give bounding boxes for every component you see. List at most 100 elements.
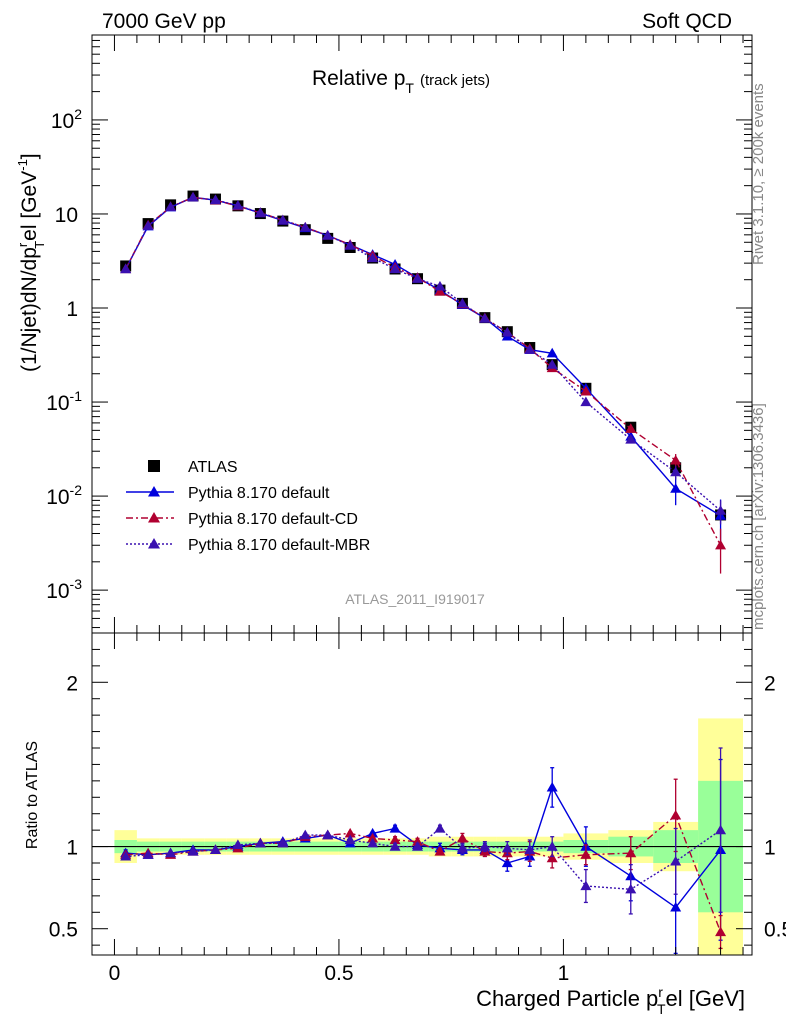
ratio-point-pythia_cd [625, 847, 637, 858]
ratio-point-pythia_mbr [670, 855, 682, 866]
ratio-y-tick-label: 2 [66, 672, 78, 695]
main-point-pythia_mbr [187, 191, 199, 202]
ratio-point-pythia_mbr [344, 834, 356, 845]
ratio-point-pythia_cd [456, 832, 468, 843]
legend-marker-atlas [148, 460, 160, 472]
main-y-axis-label: (1/Njet)dN/dpr Tel [GeV-1] [15, 153, 47, 372]
main-point-pythia_mbr [715, 505, 727, 515]
main-y-tick-exponent: 2 [74, 106, 82, 122]
ratio-point-pythia_mbr [187, 846, 199, 856]
main-point-pythia_mbr [412, 273, 424, 283]
ratio-panel-frame [91, 632, 753, 956]
ratio-point-pythia_cd [434, 846, 446, 856]
ratio-point-pythia_mbr [299, 829, 311, 840]
ratio-series-line-pythia_mbr [125, 827, 722, 891]
main-plot-area [120, 190, 727, 574]
main-point-pythia_mbr [479, 313, 491, 323]
main-y-tick-base: 10 [55, 204, 78, 227]
main-series-line-pythia_mbr [125, 196, 722, 512]
main-y-tick-base: 10 [51, 110, 74, 133]
ratio-point-pythia_mbr [625, 883, 637, 894]
ratio-series-line-pythia_cd [125, 814, 722, 933]
ratio-x-tick-label: 0.5 [324, 962, 353, 985]
ratio-y-tick-label: 1 [66, 837, 78, 860]
main-y-tick-exponent: -1 [70, 388, 83, 404]
ratio-point-pythia_cd [546, 852, 558, 863]
main-point-pythia_mbr [670, 466, 682, 477]
main-point-pythia_cd [434, 285, 446, 296]
ratio-point-pythia_mbr [277, 837, 289, 848]
ratio-y-tick-label-right: 1 [764, 837, 776, 860]
main-title: Relative pT (track jets) [312, 67, 490, 96]
ratio-y-tick-label: 0.5 [49, 919, 78, 942]
legend-marker-pythia_mbr [148, 538, 160, 549]
ratio-point-pythia_mbr [546, 841, 558, 851]
legend-label-pythia_mbr: Pythia 8.170 default-MBR [188, 537, 370, 554]
x-axis-label: Charged Particle pr Tel [GeV] [476, 984, 745, 1017]
ratio-point-pythia_cd [367, 832, 379, 843]
ratio-point-pythia_cd [715, 926, 727, 937]
ratio-point-pythia_mbr [367, 837, 379, 848]
main-point-pythia_mbr [456, 297, 468, 308]
main-point-pythia_cd [580, 385, 592, 396]
main-point-pythia_mbr [299, 221, 311, 232]
main-y-tick-base: 10 [46, 486, 69, 509]
ratio-point-pythia_mbr [501, 842, 513, 853]
main-point-pythia_cd [715, 539, 727, 550]
main-y-tick-label: 1 [66, 298, 78, 321]
main-y-tick-label: 10-1 [46, 388, 82, 415]
main-point-pythia_default [546, 347, 558, 358]
ratio-point-pythia_cd [412, 836, 424, 846]
energy-label: 7000 GeV pp [102, 10, 226, 33]
main-y-tick-base: 10 [46, 580, 69, 603]
main-point-pythia_mbr [209, 194, 221, 205]
main-point-pythia_mbr [434, 280, 446, 291]
ratio-point-pythia_mbr [580, 880, 592, 891]
ratio-point-pythia_mbr [254, 837, 266, 848]
main-point-pythia_mbr [322, 230, 334, 240]
ratio-point-pythia_mbr [434, 823, 446, 833]
ratio-point-pythia_default [367, 827, 379, 838]
mcplots-label: mcplots.cern.ch [arXiv:1306.3436] [750, 403, 767, 630]
ratio-point-pythia_mbr [479, 841, 491, 851]
ratio-point-pythia_mbr [389, 841, 401, 851]
ratio-point-pythia_mbr [322, 829, 334, 840]
ratio-axis-ticks: 0.5 0.5 1 1 2 2 0 0.5 1 [49, 633, 786, 985]
rivet-label: Rivet 3.1.10, ≥ 200k events [750, 83, 767, 265]
ratio-point-pythia_cd [580, 849, 592, 859]
ratio-point-pythia_default [501, 857, 513, 868]
ratio-point-pythia_mbr [120, 850, 132, 861]
main-point-pythia_mbr [277, 214, 289, 225]
legend: ATLAS Pythia 8.170 default Pythia 8.170 de… [126, 459, 370, 554]
main-point-pythia_mbr [120, 263, 132, 274]
main-y-tick-label: 10-2 [46, 482, 82, 509]
ratio-point-pythia_default [546, 781, 558, 792]
ratio-point-pythia_cd [670, 809, 682, 820]
ratio-point-pythia_cd [344, 827, 356, 838]
ratio-point-pythia_mbr [232, 839, 244, 850]
main-point-pythia_mbr [580, 396, 592, 407]
ratio-point-pythia_default [389, 823, 401, 833]
main-point-pythia_mbr [142, 220, 154, 230]
main-point-pythia_mbr [501, 326, 513, 337]
main-point-pythia_mbr [546, 359, 558, 369]
main-y-tick-base: 10 [46, 392, 69, 415]
legend-label-pythia_cd: Pythia 8.170 default-CD [188, 511, 358, 528]
ratio-point-pythia_cd [389, 834, 401, 845]
main-point-pythia_mbr [232, 200, 244, 210]
main-y-tick-label: 10-3 [46, 576, 82, 603]
main-point-pythia_mbr [344, 240, 356, 250]
ratio-x-tick-label: 1 [558, 962, 570, 985]
main-point-pythia_mbr [165, 201, 177, 211]
main-point-pythia_cd [625, 423, 637, 433]
ratio-point-pythia_mbr [456, 842, 468, 853]
ratio-y-axis-label: Ratio to ATLAS [24, 741, 41, 849]
ratio-plot-area [92, 718, 752, 955]
main-point-pythia_mbr [254, 207, 266, 217]
ratio-y-tick-label-right: 2 [764, 672, 776, 695]
ratio-point-pythia_mbr [142, 849, 154, 859]
ratio-y-tick-label-right: 0.5 [764, 919, 786, 942]
main-y-tick-base: 1 [66, 298, 78, 321]
